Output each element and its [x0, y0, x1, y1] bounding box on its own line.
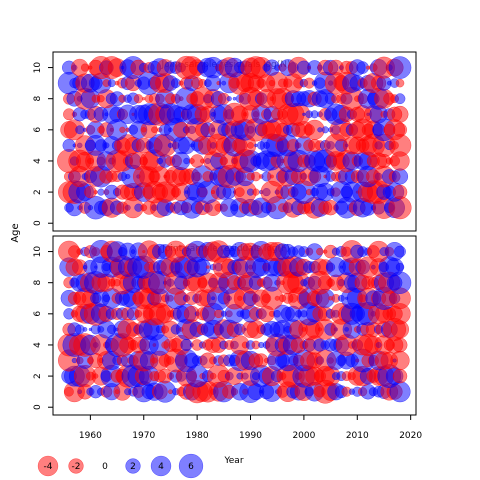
- y-tick-label: 4: [33, 342, 43, 348]
- panel-logF-y-axis: 0 2 4 6 8 10: [33, 246, 53, 410]
- residual-bubble: [183, 157, 190, 165]
- residual-bubble: [395, 262, 405, 272]
- panel-logN-bubbles: [57, 55, 412, 220]
- panel-logF-frame: [52, 235, 417, 416]
- panel-logN-y-axis: 0 2 4 6 8 10: [33, 62, 53, 226]
- x-tick-label: 1970: [132, 431, 155, 441]
- y-tick-label: 10: [33, 246, 43, 258]
- residual-bubble: [392, 368, 408, 384]
- x-axis-title: Year: [223, 456, 243, 466]
- residual-bubble: [80, 63, 90, 72]
- y-tick-label: 6: [33, 311, 43, 317]
- x-tick-label: 1960: [79, 431, 102, 441]
- residual-bubble: [252, 188, 260, 196]
- residual-bubble: [391, 105, 409, 123]
- legend-label: 4: [158, 462, 164, 472]
- residual-bubble: [133, 94, 144, 104]
- residual-bubble: [232, 96, 237, 101]
- legend-bubble: [150, 455, 172, 477]
- residual-bubble: [392, 122, 408, 137]
- y-tick-label: 0: [33, 220, 43, 226]
- y-tick-label: 8: [33, 280, 43, 286]
- residual-bubble: [119, 126, 126, 133]
- residual-bubble: [317, 127, 323, 133]
- legend-bubble: [68, 458, 84, 474]
- residual-bubble: [93, 190, 98, 195]
- y-tick-label: 4: [33, 158, 43, 164]
- residual-bubble: [394, 245, 406, 258]
- x-tick-label: 2000: [292, 431, 315, 441]
- residual-bubble: [388, 56, 412, 79]
- residual-bubble: [167, 142, 173, 148]
- x-tick-label: 1980: [186, 431, 209, 441]
- bubble-size-legend: -4 -2 0 2 4 6: [37, 453, 204, 479]
- residual-bubble: [254, 143, 258, 148]
- x-axis: 1960 1970 1980 1990 2000 2010 2020: [79, 415, 422, 441]
- y-tick-label: 2: [33, 189, 43, 195]
- x-tick-label: 2010: [346, 431, 369, 441]
- residual-bubble: [395, 78, 405, 88]
- residual-bubble: [390, 350, 410, 371]
- legend-bubble: [37, 455, 59, 477]
- residual-bubble: [97, 188, 105, 196]
- legend-label: 2: [130, 462, 136, 472]
- legend-bubble: [125, 458, 141, 474]
- residual-bubble: [247, 142, 254, 149]
- legend-label: 0: [102, 462, 108, 472]
- residual-bubble: [394, 93, 406, 105]
- legend-label: 6: [188, 462, 194, 472]
- residual-bubble: [151, 126, 158, 134]
- residual-bubble: [316, 247, 324, 256]
- residual-bubble: [392, 184, 408, 200]
- x-tick-label: 2020: [399, 431, 422, 441]
- y-tick-label: 10: [33, 62, 43, 74]
- y-tick-label: 0: [33, 404, 43, 410]
- legend-label: -4: [44, 462, 53, 472]
- residual-bubble: [206, 265, 210, 269]
- y-tick-label: 8: [33, 96, 43, 102]
- residual-bubble: [75, 125, 85, 135]
- y-tick-label: 2: [33, 373, 43, 379]
- legend-label: -2: [72, 462, 81, 472]
- residual-bubble: [302, 112, 306, 116]
- residual-bubble: [107, 79, 116, 88]
- residual-bubble: [82, 327, 88, 332]
- residual-bubble: [168, 389, 173, 395]
- y-axis-title: Age: [10, 223, 21, 242]
- x-tick-label: 1990: [239, 431, 262, 441]
- residual-bubble: [391, 168, 409, 185]
- residual-bubble: [321, 126, 329, 134]
- legend-bubble: [178, 453, 204, 479]
- panel-logF-bubbles: [57, 240, 412, 404]
- residual-bubble: [142, 97, 146, 101]
- y-tick-label: 6: [33, 127, 43, 133]
- panel-logN-frame: [52, 51, 417, 232]
- residual-bubble: [226, 96, 232, 102]
